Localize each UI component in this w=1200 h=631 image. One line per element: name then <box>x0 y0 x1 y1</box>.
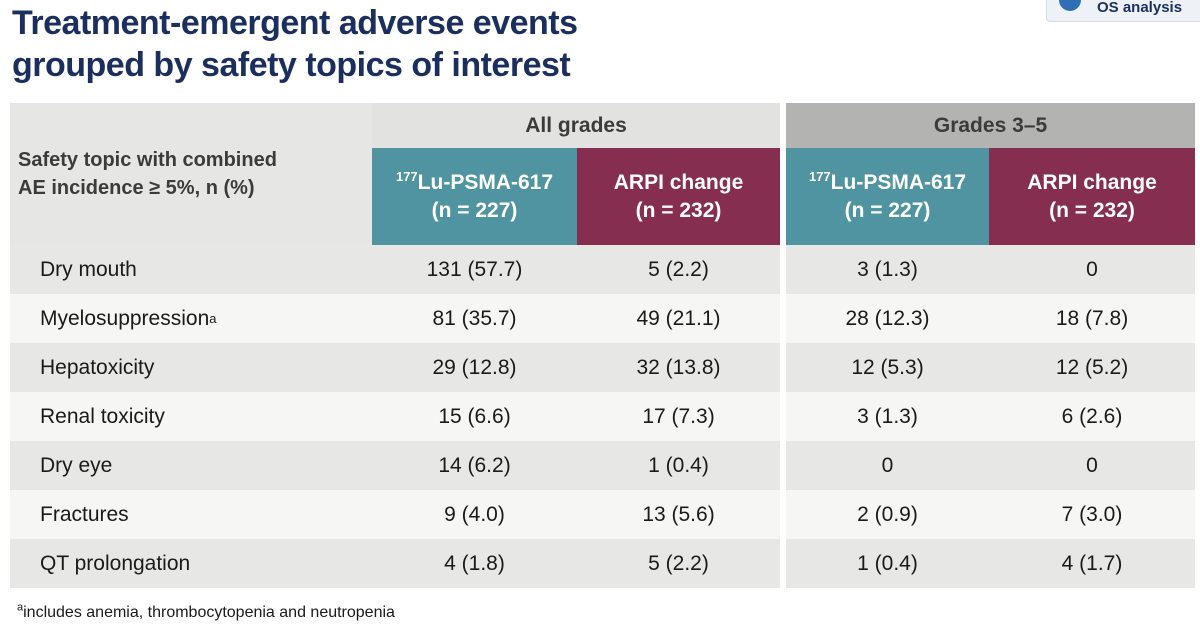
os-analysis-badge: OS analysis <box>1046 0 1200 22</box>
row-label: Fractures <box>10 490 372 539</box>
table-cell: 5 (2.2) <box>648 551 709 575</box>
row-label: Dry mouth <box>10 245 372 294</box>
table-cell: 29 (12.8) <box>432 355 517 379</box>
row-label-text: Dry eye <box>40 453 113 477</box>
table-row: Renal toxicity 15 (6.6) 17 (7.3) 3 (1.3) 6 (… <box>10 392 1195 441</box>
row-label: Dry eye <box>10 441 372 490</box>
arm-name: ARPI change <box>1027 170 1157 194</box>
group-header-grades-3-5: Grades 3–5 <box>786 103 1195 148</box>
circle-icon <box>1059 0 1081 11</box>
table-cell: 7 (3.0) <box>1061 502 1123 526</box>
table-cell: 49 (21.1) <box>636 306 721 330</box>
table-cell: 0 <box>1086 453 1098 477</box>
os-analysis-label: OS analysis <box>1097 0 1183 16</box>
arm-name: Lu-PSMA-617 <box>830 170 967 194</box>
table-cell: 6 (2.6) <box>1061 404 1123 428</box>
group-separator <box>780 103 786 589</box>
topic-header-line-2: AE incidence ≥ 5%, n (%) <box>18 177 255 199</box>
row-label-text: Myelosuppression <box>40 306 210 330</box>
table-cell: 15 (6.6) <box>438 404 511 428</box>
arm-header-arpi-g35: ARPI change (n = 232) <box>989 148 1195 245</box>
page-title: Treatment-emergent adverse events groupe… <box>12 2 578 86</box>
table-row: QT prolongation 4 (1.8) 5 (2.2) 1 (0.4) 4 (1… <box>10 539 1195 588</box>
arm-n: (n = 232) <box>1049 198 1135 222</box>
table-row: Myelosuppression a 81 (35.7) 49 (21.1) 28 (1… <box>10 294 1195 343</box>
row-label-text: Hepatoxicity <box>40 355 155 379</box>
arm-name: ARPI change <box>613 170 744 194</box>
table-cell: 32 (13.8) <box>636 355 721 379</box>
table-cell: 131 (57.7) <box>426 257 523 281</box>
footnote-marker: a <box>17 601 24 614</box>
row-label: QT prolongation <box>10 539 372 588</box>
table-cell: 14 (6.2) <box>438 453 511 477</box>
title-line-1: Treatment-emergent adverse events <box>12 4 578 42</box>
table-cell: 1 (0.4) <box>648 453 709 477</box>
row-label-text: Dry mouth <box>40 257 137 281</box>
row-label: Hepatoxicity <box>10 343 372 392</box>
arm-n: (n = 227) <box>431 198 518 222</box>
table-cell: 4 (1.8) <box>444 551 505 575</box>
arm-name: Lu-PSMA-617 <box>417 170 554 194</box>
topic-header-line-1: Safety topic with combined <box>18 149 277 171</box>
row-label-text: Renal toxicity <box>40 404 165 428</box>
arm-header-lu-psma-all: 177Lu-PSMA-617 (n = 227) <box>372 148 577 245</box>
arm-header-lu-psma-g35: 177Lu-PSMA-617 (n = 227) <box>786 148 989 245</box>
table-row: Hepatoxicity 29 (12.8) 32 (13.8) 12 (5.3) 12… <box>10 343 1195 392</box>
arm-header-arpi-all: ARPI change (n = 232) <box>577 148 780 245</box>
arm-n: (n = 232) <box>635 198 722 222</box>
arm-sup: 177 <box>395 168 418 184</box>
table-cell: 4 (1.7) <box>1061 551 1123 575</box>
table-cell: 13 (5.6) <box>642 502 715 526</box>
table-cell: 12 (5.3) <box>851 355 924 379</box>
table-cell: 3 (1.3) <box>857 404 918 428</box>
title-line-2: grouped by safety topics of interest <box>12 46 571 84</box>
table-cell: 5 (2.2) <box>648 257 709 281</box>
table-cell: 81 (35.7) <box>432 306 517 330</box>
row-label-text: Fractures <box>40 502 129 526</box>
table-cell: 3 (1.3) <box>857 257 918 281</box>
row-label: Myelosuppression a <box>40 306 217 330</box>
table-cell: 28 (12.3) <box>845 306 930 330</box>
topic-header: Safety topic with combined AE incidence … <box>10 103 372 245</box>
table-row: Dry eye 14 (6.2) 1 (0.4) 0 0 <box>10 441 1195 490</box>
table-row: Fractures 9 (4.0) 13 (5.6) 2 (0.9) 7 (3.0) <box>10 490 1195 539</box>
footnote-text: includes anemia, thrombocytopenia and ne… <box>23 604 395 621</box>
footnote: aincludes anemia, thrombocytopenia and n… <box>17 601 395 622</box>
table-cell: 12 (5.2) <box>1055 355 1129 379</box>
table-cell: 9 (4.0) <box>444 502 505 526</box>
row-label: Renal toxicity <box>10 392 372 441</box>
arm-sup: 177 <box>808 168 831 184</box>
row-label-text: QT prolongation <box>40 551 191 575</box>
table-cell: 18 (7.8) <box>1055 306 1129 330</box>
table-cell: 1 (0.4) <box>857 551 918 575</box>
group-header-all-grades: All grades <box>372 103 780 148</box>
table-cell: 17 (7.3) <box>642 404 715 428</box>
table-row: Dry mouth 131 (57.7) 5 (2.2) 3 (1.3) 0 <box>10 245 1195 294</box>
table-cell: 0 <box>1086 257 1098 281</box>
table-cell: 2 (0.9) <box>857 502 918 526</box>
arm-n: (n = 227) <box>844 198 931 222</box>
table-cell: 0 <box>881 453 894 477</box>
